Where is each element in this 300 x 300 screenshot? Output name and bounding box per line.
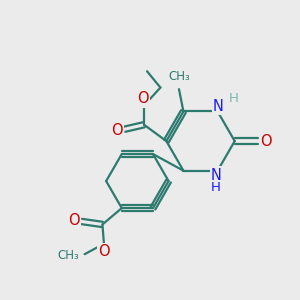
Text: H: H [229,92,239,105]
Text: CH₃: CH₃ [57,249,79,262]
Text: CH₃: CH₃ [168,70,190,83]
Text: O: O [112,123,123,138]
Text: N: N [213,99,224,114]
Text: N: N [211,168,222,183]
Text: O: O [98,244,110,259]
Text: H: H [211,181,221,194]
Text: O: O [68,212,80,227]
Text: O: O [137,92,148,106]
Text: O: O [260,134,272,148]
